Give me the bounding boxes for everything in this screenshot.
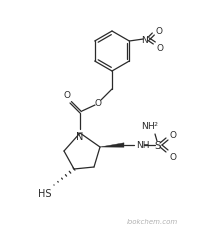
Text: O: O (95, 99, 101, 108)
Text: H: H (147, 121, 153, 131)
Text: O: O (63, 91, 70, 100)
Polygon shape (100, 143, 124, 147)
Text: O: O (169, 130, 176, 139)
Text: N: N (141, 121, 147, 131)
Text: 2: 2 (154, 121, 158, 126)
Text: O: O (155, 26, 162, 35)
Text: S: S (155, 140, 161, 150)
Text: HS: HS (38, 188, 51, 198)
Text: O: O (169, 152, 176, 161)
Text: NH: NH (136, 141, 149, 150)
Text: N: N (141, 35, 148, 44)
Text: lookchem.com: lookchem.com (126, 218, 178, 224)
Text: N: N (76, 131, 84, 141)
Text: O: O (156, 43, 163, 52)
